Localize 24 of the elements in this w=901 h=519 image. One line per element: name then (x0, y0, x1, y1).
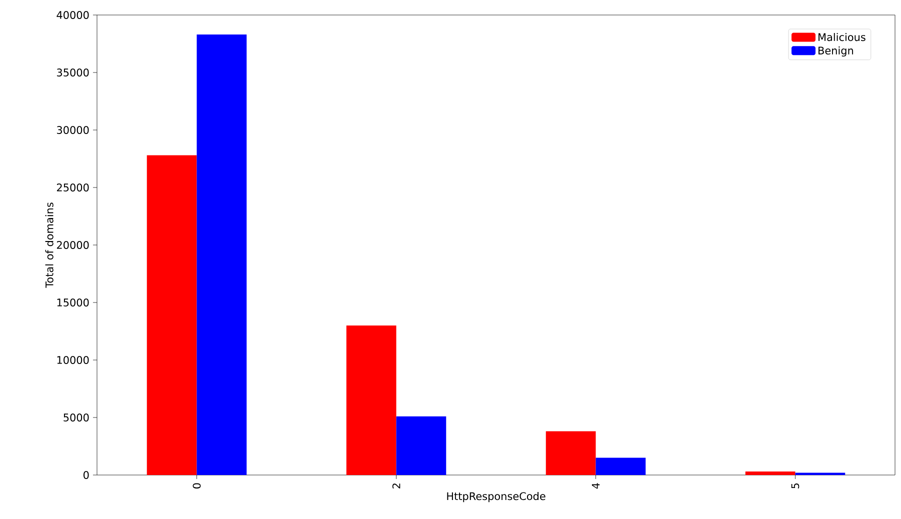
bar (346, 326, 396, 475)
y-tick-label: 30000 (57, 126, 89, 134)
legend-label: Benign (818, 46, 854, 57)
y-axis-title: Total of domains (45, 202, 54, 288)
bar (196, 34, 247, 475)
y-tick-label: 35000 (57, 68, 89, 76)
x-tick-label: 2 (392, 484, 400, 488)
legend-label: Malicious (818, 32, 866, 42)
y-tick-label: 40000 (56, 11, 89, 19)
x-axis-title: HttpResponseCode (447, 492, 546, 502)
bar (745, 472, 796, 475)
y-tick-label: 15000 (57, 298, 89, 306)
y-tick-label: 25000 (56, 184, 89, 192)
y-tick-label: 0 (84, 471, 89, 479)
bar (596, 458, 646, 475)
y-tick-label: 20000 (56, 241, 89, 249)
bar (146, 155, 197, 475)
y-tick-label: 5000 (64, 414, 89, 422)
y-tick-label: 10000 (57, 356, 89, 364)
bar (546, 431, 596, 475)
x-tick-label: 0 (192, 483, 201, 488)
x-tick-label: 4 (592, 483, 600, 489)
x-tick-label: 5 (791, 483, 800, 488)
bar (396, 416, 446, 475)
